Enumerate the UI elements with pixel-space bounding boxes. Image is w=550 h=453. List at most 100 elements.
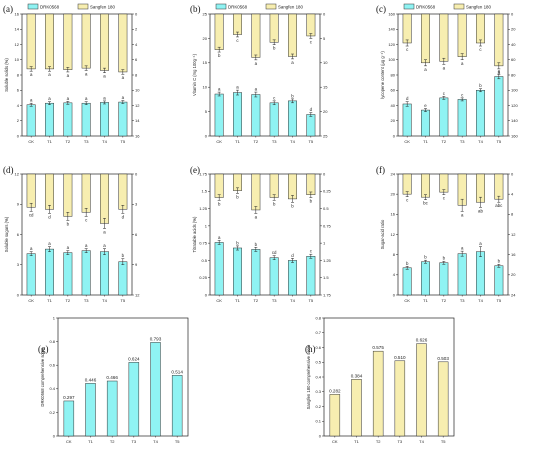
y-right-tick-label-a-7: 14 [135,118,140,123]
x-tick-label-d-5: T5 [120,298,125,303]
y-right-tick-label-b-5: 25 [323,133,328,138]
significance-letter-d-0-1: a [48,241,51,246]
y-tick-label-c-2: 40 [391,103,396,108]
y-tick-label-h-4: 0.4 [315,374,321,379]
legend-swatch-b-1 [265,3,277,10]
significance-letter-e-0-1: b [236,240,239,245]
bar-c-s2-3 [457,13,467,57]
y-right-tick-label-b-1: 5 [323,36,326,41]
y-tick-label-c-1: 20 [391,118,396,123]
significance-letter-e-1-3: b [273,201,276,206]
y-right-tick-label-d-3: 9 [135,262,138,267]
bar-c-s2-1 [421,13,430,64]
legend-label-c-0: DRK0568 [416,4,436,9]
bar-d-s1-1 [45,248,54,296]
y-right-tick-label-c-7: 140 [511,118,518,123]
y-tick-label-g-4: 0.8 [49,339,55,344]
chart-b: (b) 0 5 10 15 20 25 0 5 10 15 20 25 Vitamin C (mg 100… [190,3,328,144]
plot-frame-a [21,13,133,137]
y-tick-label-a-8: 16 [15,11,20,16]
x-tick-label-g-3: T3 [131,439,136,444]
significance-letter-f-0-4: a [479,241,482,246]
y-right-tick-label-f-5: 20 [511,272,516,277]
y-right-tick-label-a-4: 8 [135,72,138,77]
y-tick-label-f-5: 20 [391,192,396,197]
bar-g-s1-4 [150,342,161,437]
significance-letter-c-1-5: a [498,70,501,75]
significance-letter-d-1-2: b [67,221,70,226]
y-tick-label-d-3: 9 [17,202,20,207]
y-right-tick-label-f-3: 12 [511,232,516,237]
significance-letter-d-1-5: d [122,214,125,219]
x-tick-label-a-4: T4 [102,139,107,144]
y-tick-label-e-1: 0.25 [199,275,208,280]
y-axis-label-b: Vitamin C (mg 100g⁻¹) [192,53,197,96]
y-right-tick-label-e-0: 0 [323,171,326,176]
y-tick-label-e-6: 1.5 [201,189,207,194]
y-axis-label-g: DRK0568 comprehensive score [40,347,45,407]
bar-c-s1-4 [476,90,485,137]
x-tick-label-h-2: T2 [376,439,381,444]
panel-label-a: (a) [3,4,13,14]
y-tick-label-h-7: 0.7 [315,330,321,335]
y-tick-label-d-1: 3 [17,262,20,267]
data-label-h-2: 0.575 [372,345,384,350]
y-tick-label-f-3: 12 [391,232,396,237]
y-right-tick-label-c-6: 120 [511,103,518,108]
x-tick-label-a-3: T3 [84,139,89,144]
x-tick-label-e-1: T1 [235,298,240,303]
significance-letter-c-0-2: c [443,91,446,96]
y-right-tick-label-a-8: 16 [135,133,140,138]
plot-frame-f [397,173,509,296]
data-label-h-0: 0.282 [329,388,341,393]
y-tick-label-h-2: 0.2 [315,404,321,409]
significance-letter-b-1-5: c [310,39,313,44]
bar-b-s1-3 [269,102,279,137]
significance-letter-c-0-0: d [406,96,409,101]
significance-letter-f-0-1: b [424,255,427,260]
y-tick-label-a-4: 8 [17,72,20,77]
y-right-tick-label-c-0: 0 [511,11,514,16]
bar-d-s1-3 [81,250,91,296]
y-tick-label-h-0: 0 [319,433,322,438]
y-right-tick-label-d-2: 6 [135,232,138,237]
bar-a-s1-2 [63,102,73,137]
significance-letter-c-1-0: c [406,47,409,52]
y-tick-label-e-2: 0.5 [201,258,207,263]
y-right-tick-label-c-8: 160 [511,133,518,138]
significance-letter-a-1-1: a [48,72,51,77]
bar-f-s2-5 [494,173,504,200]
y-tick-label-g-1: 0.2 [49,410,55,415]
significance-letter-f-0-5: b [498,259,501,264]
y-right-tick-label-b-3: 15 [323,85,328,90]
bar-h-s1-5 [437,361,449,437]
significance-letter-e-0-0: a [218,235,221,240]
panel-label-g: (g) [38,344,49,354]
y-right-tick-label-e-6: 1.5 [323,275,329,280]
legend-label-a-0: DRK0568 [40,4,60,9]
y-tick-label-b-3: 15 [203,60,208,65]
y-tick-label-c-7: 140 [388,27,395,32]
y-tick-label-f-0: 0 [393,292,396,297]
y-tick-label-h-1: 0.1 [315,419,321,424]
significance-letter-a-0-5: a [122,95,125,100]
significance-letter-f-1-2: c [443,196,446,201]
y-tick-label-d-2: 6 [17,232,20,237]
bar-d-s1-4 [100,251,109,296]
bar-b-s1-2 [251,94,261,137]
y-right-tick-label-e-2: 0.5 [323,206,329,211]
significance-letter-f-0-2: b [443,256,446,261]
y-right-tick-label-a-1: 2 [135,27,138,32]
y-tick-label-b-4: 20 [203,36,208,41]
x-tick-label-b-5: T5 [308,139,313,144]
chart-e: (e) 0 0.25 0.5 0.75 1 1.25 1.5 1.75 0 0.25 0.5 0.75 1… [190,165,332,303]
legend-label-c-1: Sangfen 180 [466,4,491,9]
y-right-tick-label-e-3: 0.75 [323,223,332,228]
data-label-g-0: 0.297 [63,395,75,400]
x-tick-label-f-0: CK [404,298,410,303]
bar-c-s1-5 [494,76,504,137]
y-right-tick-label-a-2: 4 [135,42,138,47]
x-tick-label-c-4: T4 [478,139,483,144]
data-label-h-5: 0.503 [437,356,449,361]
bar-f-s1-3 [457,253,467,296]
